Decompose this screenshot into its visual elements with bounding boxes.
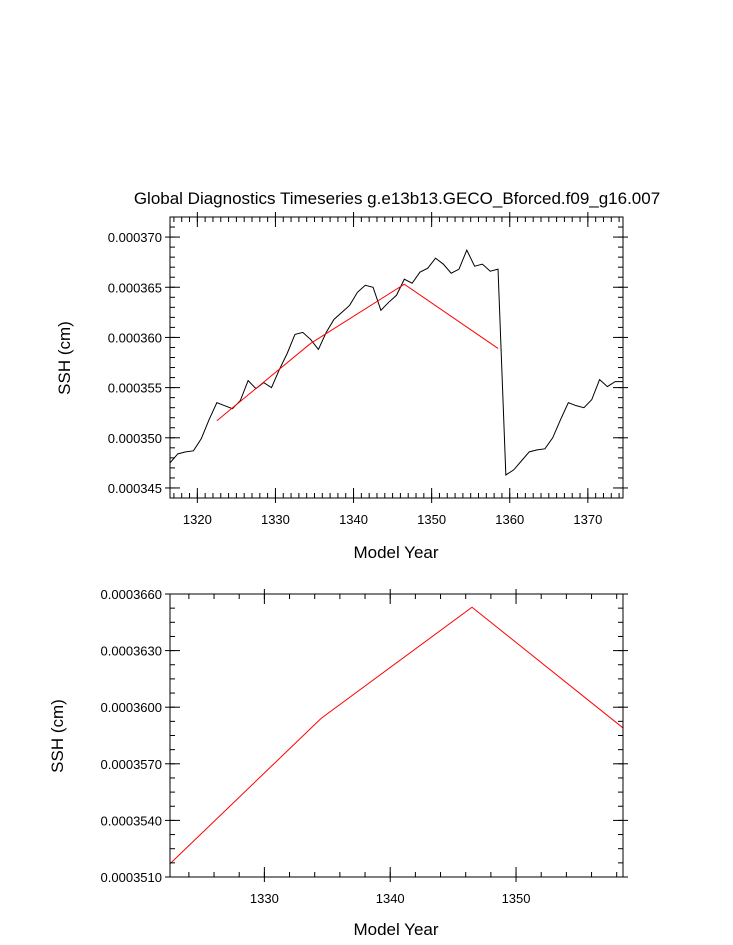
- top-ticks-group: 1320 1330 1340 1350 1360 1370 0.000345 0.000350…: [108, 212, 628, 527]
- bottom-y-tick-label: 0.0003540: [101, 813, 162, 828]
- bottom-x-tick-label: 1340: [376, 891, 405, 906]
- bottom-series-group: [169, 606, 624, 865]
- bottom-x-axis-label: Model Year: [353, 920, 438, 939]
- top-y-tick-label: 0.000345: [108, 481, 162, 496]
- top-series-line-1: [216, 283, 499, 422]
- top-x-tick-label: 1320: [183, 512, 212, 527]
- top-series-group: [169, 248, 623, 476]
- top-y-tick-label: 0.000350: [108, 431, 162, 446]
- bottom-x-tick-label: 1330: [250, 891, 279, 906]
- top-y-axis-label: SSH (cm): [55, 321, 74, 395]
- top-series-line-0: [169, 248, 623, 476]
- bottom-y-tick-label: 0.0003630: [101, 644, 162, 659]
- top-x-tick-label: 1350: [417, 512, 446, 527]
- top-x-tick-label: 1330: [261, 512, 290, 527]
- top-x-tick-label: 1360: [495, 512, 524, 527]
- bottom-panel: 1330 1340 1350 0.0003510 0.0003540 0.0003570 0…: [48, 587, 628, 939]
- bottom-y-axis-label: SSH (cm): [48, 699, 67, 773]
- top-y-tick-label: 0.000370: [108, 230, 162, 245]
- bottom-y-tick-label: 0.0003600: [101, 700, 162, 715]
- bottom-y-tick-label: 0.0003570: [101, 757, 162, 772]
- bottom-plot-frame: [169, 593, 624, 878]
- top-x-tick-label: 1370: [573, 512, 602, 527]
- bottom-x-tick-label: 1350: [502, 891, 531, 906]
- top-panel: Global Diagnostics Timeseries g.e13b13.G…: [55, 189, 660, 562]
- top-plot-frame: [169, 216, 624, 499]
- top-y-tick-label: 0.000355: [108, 381, 162, 396]
- bottom-ticks-group: 1330 1340 1350 0.0003510 0.0003540 0.0003570 0…: [101, 587, 628, 906]
- bottom-y-tick-label: 0.0003660: [101, 587, 162, 602]
- top-y-tick-label: 0.000360: [108, 330, 162, 345]
- top-y-tick-label: 0.000365: [108, 280, 162, 295]
- top-x-tick-label: 1340: [339, 512, 368, 527]
- bottom-series-line-0: [169, 606, 624, 865]
- bottom-y-tick-label: 0.0003510: [101, 870, 162, 885]
- chart-title: Global Diagnostics Timeseries g.e13b13.G…: [134, 189, 660, 208]
- top-x-axis-label: Model Year: [353, 543, 438, 562]
